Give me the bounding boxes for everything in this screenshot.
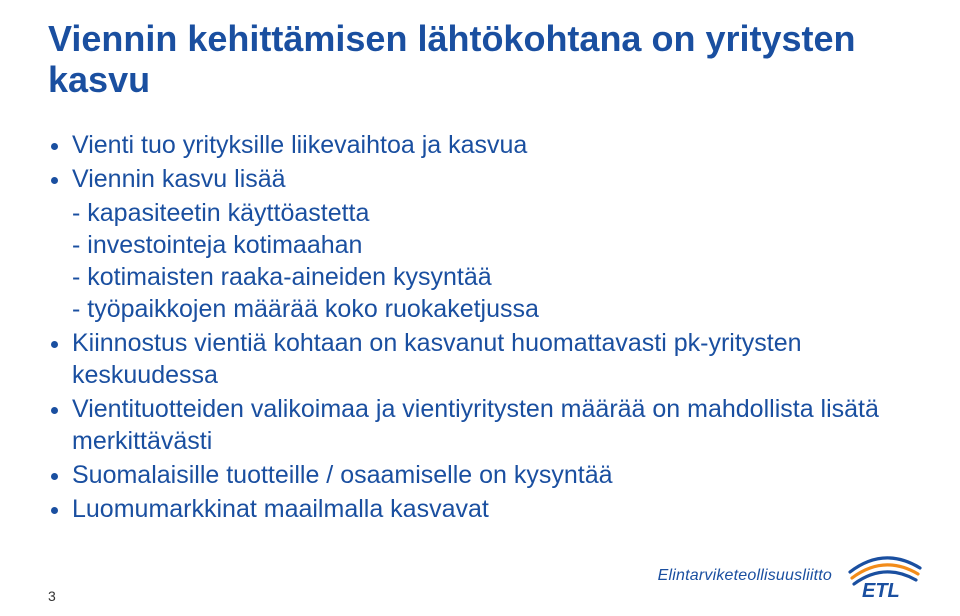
logo-text: ETL (862, 580, 900, 600)
sub-bullet-item: työpaikkojen määrää koko ruokaketjussa (72, 293, 912, 325)
bullet-text: Vienti tuo yrityksille liikevaihtoa ja k… (72, 131, 527, 159)
sub-bullet-item: investointeja kotimaahan (72, 229, 912, 261)
slide: Viennin kehittämisen lähtökohtana on yri… (0, 0, 960, 616)
sub-bullet-list: kapasiteetin käyttöastetta investointeja… (72, 197, 912, 325)
brand-logo-icon: ETL (846, 552, 924, 600)
bullet-text: Luomumarkkinat maailmalla kasvavat (72, 495, 489, 523)
brand-text: Elintarviketeollisuusliitto (658, 567, 832, 585)
bullet-text: Viennin kasvu lisää (72, 165, 286, 193)
bullet-list: Vienti tuo yrityksille liikevaihtoa ja k… (72, 129, 912, 525)
brand-area: Elintarviketeollisuusliitto ETL (658, 552, 924, 600)
bullet-item: Suomalaisille tuotteille / osaamiselle o… (72, 459, 912, 491)
sub-bullet-item: kapasiteetin käyttöastetta (72, 197, 912, 229)
bullet-item: Vienti tuo yrityksille liikevaihtoa ja k… (72, 129, 912, 161)
bullet-item: Vientituotteiden valikoimaa ja vientiyri… (72, 393, 912, 457)
page-number: 3 (48, 588, 56, 604)
slide-title: Viennin kehittämisen lähtökohtana on yri… (48, 18, 912, 101)
bullet-text: Suomalaisille tuotteille / osaamiselle o… (72, 461, 613, 489)
sub-bullet-item: kotimaisten raaka-aineiden kysyntää (72, 261, 912, 293)
bullet-item: Kiinnostus vientiä kohtaan on kasvanut h… (72, 327, 912, 391)
bullet-item: Luomumarkkinat maailmalla kasvavat (72, 493, 912, 525)
bullet-text: Vientituotteiden valikoimaa ja vientiyri… (72, 395, 879, 455)
bullet-text: Kiinnostus vientiä kohtaan on kasvanut h… (72, 329, 802, 389)
bullet-item: Viennin kasvu lisää kapasiteetin käyttöa… (72, 163, 912, 325)
